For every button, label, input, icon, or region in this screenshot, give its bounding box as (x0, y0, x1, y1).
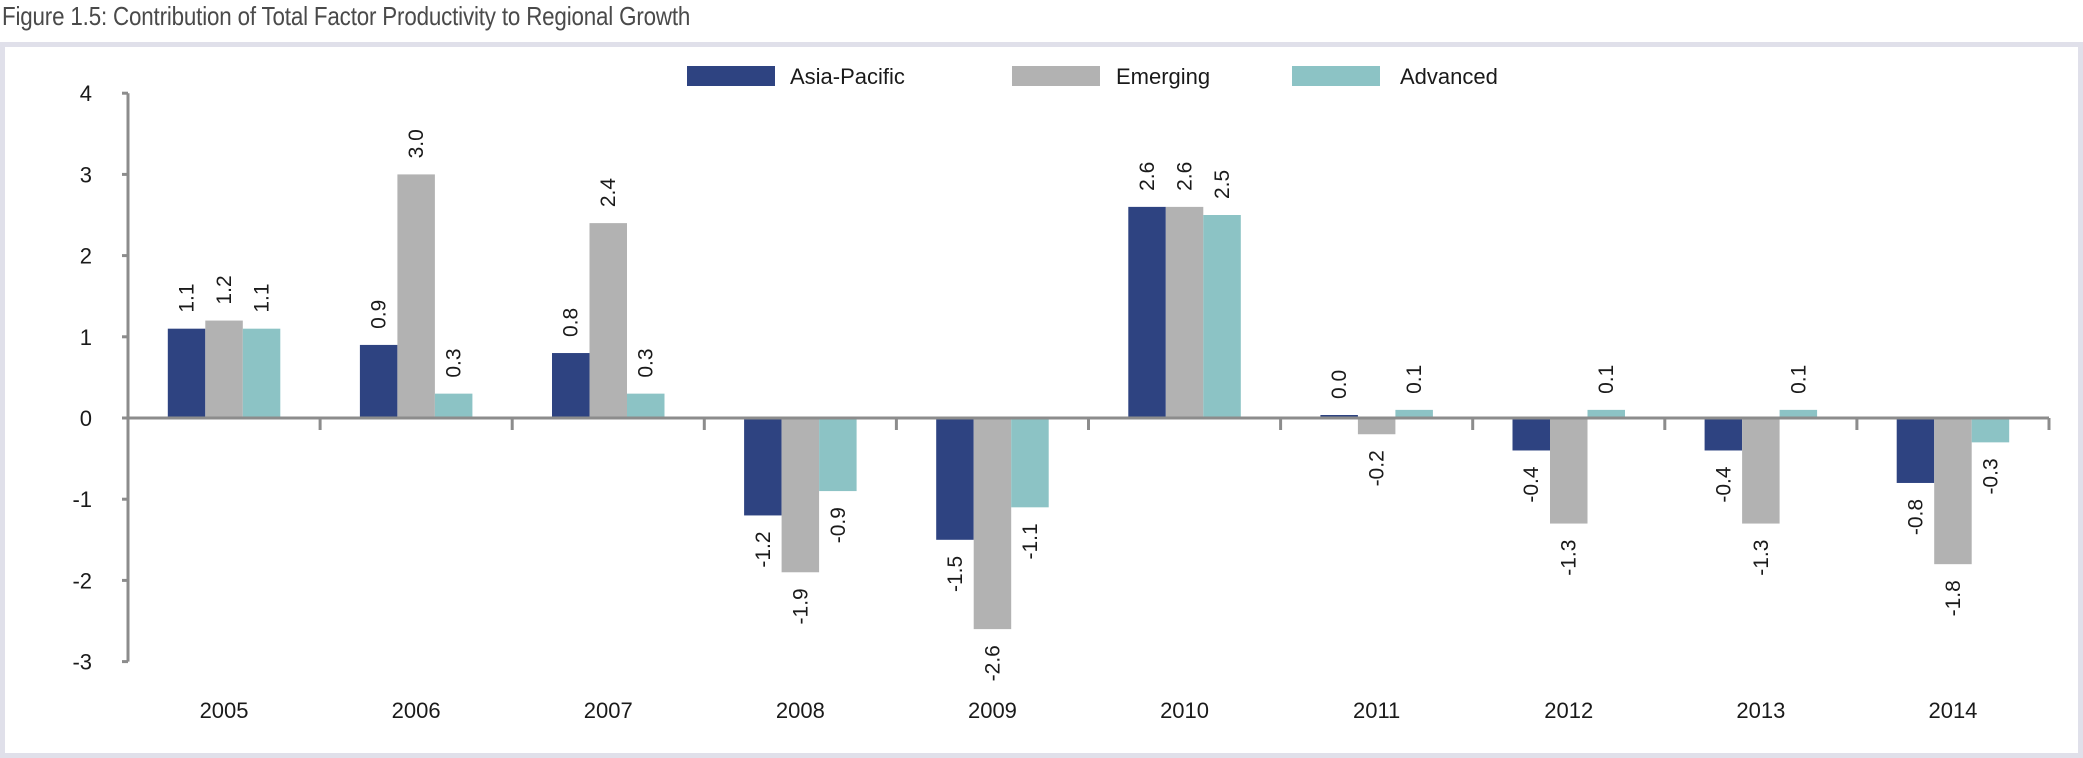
legend-label-asia-pacific: Asia-Pacific (790, 64, 905, 89)
y-axis: 4 3 2 1 0 -1 -2 -3 (72, 81, 130, 675)
data-label-emerging-2008: -1.9 (789, 588, 812, 624)
y-tick-label: 2 (80, 244, 92, 269)
data-labels: 1.1 1.2 1.1 0.9 3.0 0.3 0.8 2.4 0.3 -1.2 -1.9 -0.9 -… (176, 129, 2003, 681)
bar-emerging-2007 (589, 223, 627, 418)
data-label-asia-pacific-2014: -0.8 (1904, 499, 1927, 535)
legend-label-advanced: Advanced (1400, 64, 1498, 89)
bar-emerging-2014 (1934, 418, 1972, 565)
data-label-emerging-2011: -0.2 (1366, 450, 1389, 486)
bar-asia-pacific-2005 (167, 328, 206, 418)
data-label-emerging-2014: -1.8 (1942, 580, 1965, 616)
chart-frame (0, 42, 2083, 758)
data-label-advanced-2012: 0.1 (1595, 365, 1618, 394)
data-label-asia-pacific-2013: -0.4 (1712, 466, 1735, 503)
bar-advanced-2013 (1779, 409, 1818, 418)
y-tick-label: 3 (80, 162, 92, 187)
bar-emerging-2008 (781, 418, 820, 573)
legend-swatch-asia-pacific (687, 66, 775, 86)
x-tick-label: 2010 (1160, 698, 1209, 723)
bar-emerging-2005 (205, 320, 243, 418)
data-label-advanced-2005: 1.1 (251, 283, 274, 312)
bar-emerging-2013 (1742, 418, 1780, 524)
y-tick-label: -1 (72, 487, 92, 512)
bar-emerging-2009 (973, 418, 1012, 630)
data-label-advanced-2006: 0.3 (443, 348, 466, 377)
bar-emerging-2012 (1550, 418, 1588, 524)
x-tick-label: 2009 (968, 698, 1017, 723)
legend-swatch-emerging (1012, 66, 1100, 86)
bar-advanced-2010 (1203, 215, 1241, 418)
legend: Asia-Pacific Emerging Advanced (687, 64, 1498, 89)
x-tick-label: 2005 (200, 698, 249, 723)
bar-asia-pacific-2006 (359, 344, 398, 418)
data-label-asia-pacific-2008: -1.2 (752, 531, 775, 567)
data-label-asia-pacific-2012: -0.4 (1520, 466, 1543, 503)
data-label-advanced-2010: 2.5 (1211, 170, 1234, 199)
data-label-emerging-2007: 2.4 (597, 178, 620, 208)
bar-asia-pacific-2008 (744, 418, 782, 516)
y-tick-label: -2 (72, 568, 92, 593)
bar-advanced-2011 (1395, 409, 1433, 418)
x-axis: 2005 2006 2007 2008 2009 2010 2011 2012 2013 2014 (122, 416, 2051, 723)
data-label-advanced-2008: -0.9 (827, 507, 850, 543)
y-tick-label: -3 (72, 650, 92, 675)
data-label-emerging-2010: 2.6 (1174, 162, 1197, 191)
bar-advanced-2006 (434, 393, 473, 418)
bar-asia-pacific-2009 (936, 418, 974, 540)
data-label-advanced-2013: 0.1 (1787, 365, 1810, 394)
data-label-asia-pacific-2005: 1.1 (176, 283, 199, 312)
figure-title: Figure 1.5: Contribution of Total Factor… (2, 1, 691, 31)
y-tick-label: 1 (80, 325, 92, 350)
bar-advanced-2012 (1587, 409, 1625, 418)
data-label-asia-pacific-2009: -1.5 (944, 556, 967, 592)
y-tick-label: 4 (80, 81, 92, 106)
bar-asia-pacific-2012 (1512, 418, 1550, 451)
bar-asia-pacific-2007 (552, 353, 590, 418)
x-tick-label: 2012 (1544, 698, 1593, 723)
bar-emerging-2011 (1357, 418, 1396, 435)
data-label-emerging-2006: 3.0 (405, 129, 428, 158)
bar-emerging-2006 (397, 174, 435, 418)
bar-advanced-2009 (1011, 418, 1049, 508)
bar-asia-pacific-2010 (1128, 206, 1166, 418)
data-label-advanced-2011: 0.1 (1403, 365, 1426, 394)
x-tick-label: 2007 (584, 698, 633, 723)
data-label-advanced-2014: -0.3 (1979, 458, 2002, 494)
data-label-asia-pacific-2010: 2.6 (1136, 162, 1159, 191)
legend-swatch-advanced (1292, 66, 1380, 86)
legend-label-emerging: Emerging (1116, 64, 1210, 89)
data-label-emerging-2012: -1.3 (1558, 540, 1581, 576)
data-label-asia-pacific-2007: 0.8 (560, 308, 583, 337)
bar-emerging-2010 (1165, 206, 1204, 418)
x-tick-label: 2014 (1928, 698, 1977, 723)
bar-asia-pacific-2013 (1704, 418, 1743, 451)
bar-advanced-2007 (627, 393, 665, 418)
data-label-advanced-2009: -1.1 (1019, 523, 1042, 559)
data-label-advanced-2007: 0.3 (635, 348, 658, 377)
x-tick-label: 2006 (392, 698, 441, 723)
bars (167, 174, 2010, 630)
bar-advanced-2014 (1971, 418, 2010, 443)
y-tick-label: 0 (80, 406, 92, 431)
data-label-emerging-2005: 1.2 (213, 275, 236, 304)
bar-advanced-2008 (819, 418, 857, 492)
x-tick-label: 2013 (1736, 698, 1785, 723)
bar-asia-pacific-2014 (1896, 418, 1935, 483)
data-label-emerging-2013: -1.3 (1750, 540, 1773, 576)
bar-advanced-2005 (242, 328, 281, 418)
data-label-emerging-2009: -2.6 (981, 645, 1004, 681)
x-tick-label: 2008 (776, 698, 825, 723)
data-label-asia-pacific-2011: 0.0 (1328, 370, 1351, 399)
x-tick-label: 2011 (1353, 698, 1400, 723)
data-label-asia-pacific-2006: 0.9 (368, 300, 391, 329)
